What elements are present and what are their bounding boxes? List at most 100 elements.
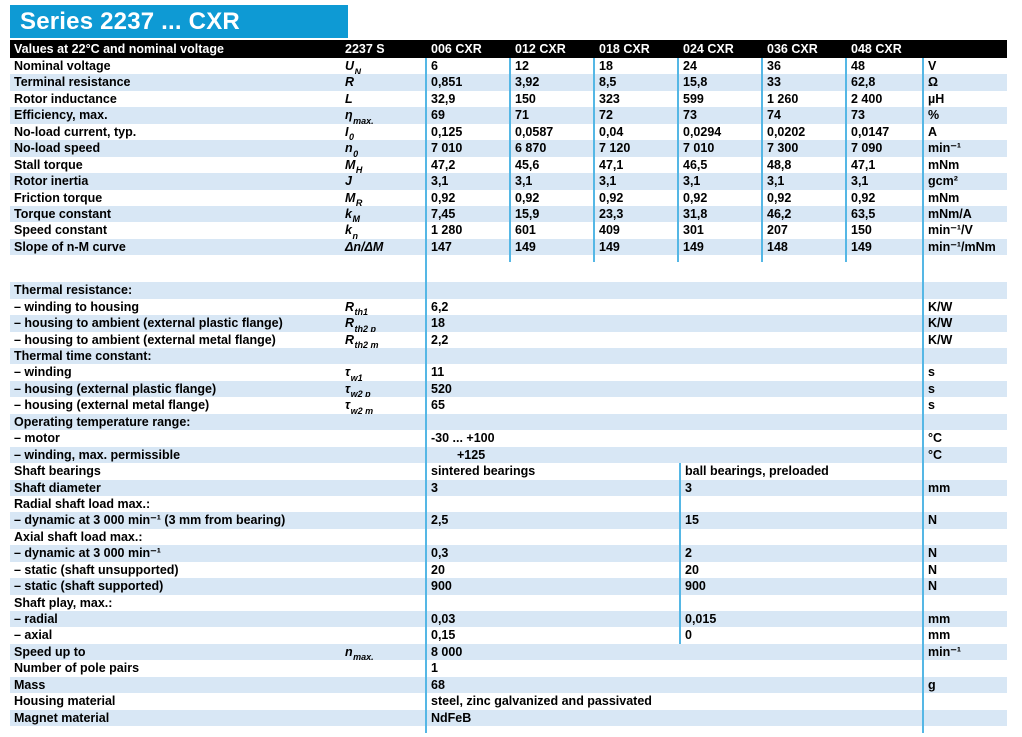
value-cell: 0,015 — [679, 611, 922, 628]
value-cell: 48,8 — [761, 156, 845, 174]
row-label: Speed constant — [14, 223, 108, 238]
unit-cell: min⁻¹ — [922, 140, 1007, 157]
value-cell: 15,8 — [677, 74, 761, 91]
spec-row: – dynamic at 3 000 min⁻¹ (3 mm from bear… — [10, 512, 1007, 529]
row-label: Axial shaft load max.: — [14, 529, 143, 544]
value-area: 0,3 2 — [425, 545, 922, 562]
symbol-cell — [342, 414, 425, 430]
unit-cell: s — [922, 364, 1007, 381]
row-label: Shaft play, max.: — [14, 595, 113, 610]
spec-row: Speed up to nmax. 8 000 min⁻¹ — [10, 643, 1007, 661]
symbol-cell: MR — [345, 190, 363, 206]
value-area: 18 — [425, 315, 922, 332]
unit-cell — [922, 693, 1007, 710]
spec-row: Rotor inertia J 3,1 3,1 3,1 3,1 3,1 3,1 gcm² — [10, 173, 1007, 190]
value-cell: 73 — [677, 107, 761, 124]
unit-cell — [922, 282, 1007, 299]
value-cell: 32,9 — [425, 90, 509, 108]
row-label: Magnet material — [14, 710, 110, 725]
value-cell: 3,1 — [761, 173, 845, 190]
unit-cell: s — [922, 397, 1007, 414]
gap-cell — [922, 255, 1007, 263]
value-cell: 148 — [761, 238, 845, 256]
gap-cell — [761, 255, 845, 263]
unit-cell — [922, 495, 1007, 513]
row-label: Shaft diameter — [14, 480, 101, 495]
value-cell: 6 870 — [509, 140, 593, 157]
value-cell: 2,2 — [431, 332, 449, 347]
row-label: – motor — [14, 431, 60, 446]
row-label: Rotor inductance — [14, 91, 117, 106]
value-cell: 20 — [679, 561, 922, 579]
column-header: 036 CXR — [767, 42, 818, 56]
value-cell: 3,92 — [509, 74, 593, 91]
value-area: 2,2 — [425, 331, 922, 348]
symbol-cell: Rth2 m — [345, 332, 379, 348]
unit-cell — [922, 709, 1007, 727]
value-cell: 0,03 — [431, 612, 456, 626]
value-area: 2,5 15 — [425, 512, 922, 529]
spec-row: Terminal resistance R 0,851 3,92 8,5 15,8 33 62… — [10, 74, 1007, 91]
gap-cell — [342, 255, 425, 262]
value-cell: 0 — [679, 627, 922, 644]
value-cell: 0,0587 — [509, 123, 593, 141]
row-label: – static (shaft supported) — [14, 579, 164, 594]
gap-cell — [922, 726, 1007, 734]
value-cell: 15 — [679, 512, 922, 529]
symbol-cell: τw1 — [345, 365, 363, 381]
value-cell: steel, zinc galvanized and passivated — [431, 694, 652, 709]
row-label: Torque constant — [14, 206, 111, 221]
spec-row: Shaft diameter 3 3 mm — [10, 479, 1007, 496]
value-cell: 24 — [677, 58, 761, 75]
value-cell — [427, 595, 679, 611]
value-cell: 0,0202 — [761, 123, 845, 141]
unit-cell: mNm/A — [922, 205, 1007, 223]
value-cell: 150 — [845, 222, 922, 239]
symbol-cell — [342, 480, 425, 496]
header-series-label: 2237 S — [345, 42, 385, 56]
symbol-cell — [342, 348, 425, 364]
table-header-bar: Values at 22°C and nominal voltage 2237 … — [10, 40, 1007, 58]
section-gap — [10, 262, 1007, 283]
symbol-cell: kM — [345, 206, 360, 223]
symbol-cell: UN — [345, 59, 362, 75]
row-label: Shaft bearings — [14, 464, 101, 479]
spec-row: Rotor inductance L 32,9 150 323 599 1 260 2 400… — [10, 90, 1007, 108]
row-label: – winding, max. permissible — [14, 447, 181, 462]
value-cell — [679, 594, 922, 611]
gap-cell — [342, 726, 425, 733]
spec-row: Shaft play, max.: — [10, 594, 1007, 611]
value-cell: 1 — [431, 661, 438, 676]
spec-row: – housing to ambient (external plastic f… — [10, 315, 1007, 332]
table-tail — [10, 726, 1007, 734]
spec-row: – housing (external plastic flange) τw2 p… — [10, 380, 1007, 398]
row-label: Thermal resistance: — [14, 283, 133, 298]
gap-cell — [593, 255, 677, 263]
spec-row: Operating temperature range: — [10, 413, 1007, 431]
row-label: – housing (external metal flange) — [14, 398, 210, 413]
spec-row: Friction torque MR 0,92 0,92 0,92 0,92 0,92 0,9… — [10, 189, 1007, 206]
row-label: Rotor inertia — [14, 174, 89, 189]
value-cell: 7 300 — [761, 140, 845, 157]
row-label: – winding — [14, 365, 72, 380]
value-area — [425, 528, 922, 546]
value-cell: 0,3 — [431, 546, 449, 561]
row-label: – static (shaft unsupported) — [14, 562, 179, 577]
value-cell: 7 120 — [593, 140, 677, 157]
column-header: 048 CXR — [851, 42, 902, 56]
spec-row: Radial shaft load max.: — [10, 495, 1007, 513]
electrical-section: Nominal voltage UN 6 12 18 24 36 48 V Terminal re… — [10, 58, 1007, 256]
spec-row: – radial 0,03 0,015 mm — [10, 611, 1007, 628]
row-label: Radial shaft load max.: — [14, 496, 151, 511]
value-cell: 8 000 — [431, 644, 463, 659]
value-cell: 149 — [509, 238, 593, 256]
value-cell — [679, 528, 922, 546]
unit-cell — [922, 463, 1007, 480]
value-cell: 0,92 — [593, 189, 677, 206]
value-area — [425, 495, 922, 513]
value-cell: 15,9 — [509, 205, 593, 223]
unit-cell: N — [922, 561, 1007, 579]
value-cell: 6,2 — [431, 299, 449, 314]
unit-cell — [922, 348, 1007, 365]
